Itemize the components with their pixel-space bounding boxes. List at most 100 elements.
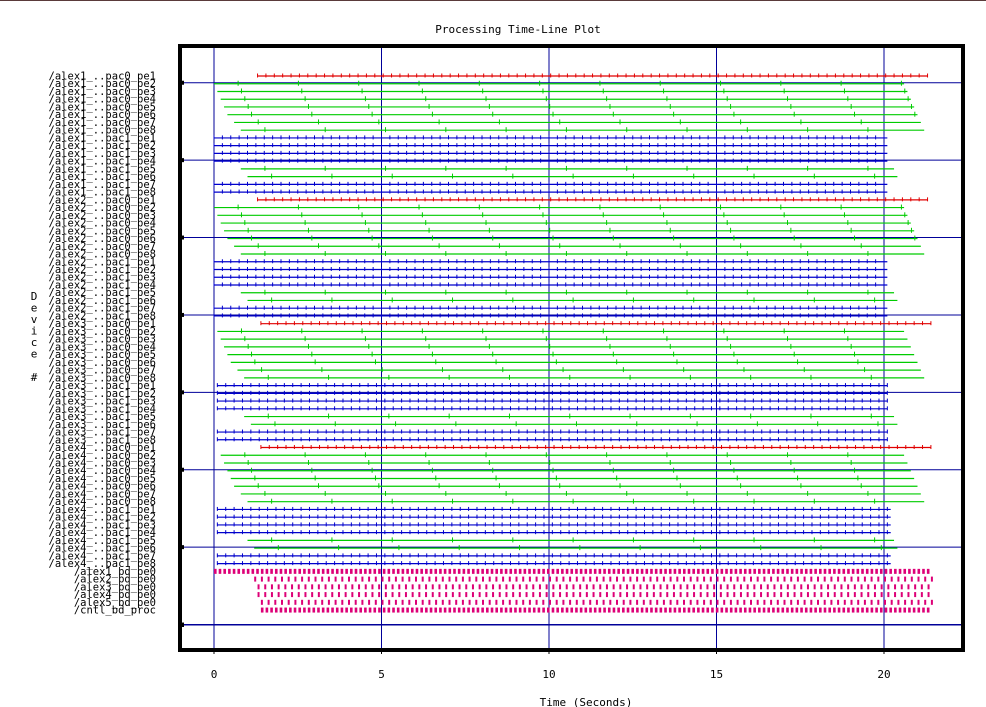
segment-mark [382, 568, 386, 574]
device-label: /alex2_bd_pe0 [74, 574, 156, 586]
series-row [213, 259, 888, 264]
segment-mark [850, 576, 853, 582]
segment-mark [762, 568, 766, 574]
segment-mark [734, 607, 738, 613]
device-label: /alex4_bd_pe0 [74, 589, 156, 601]
segment-mark [701, 607, 705, 613]
segment-mark [750, 576, 752, 582]
device-label: /alex4_..pac1_pe4 [49, 527, 156, 539]
series-row [217, 88, 908, 94]
segment-mark [800, 592, 803, 598]
segment-mark [900, 592, 903, 598]
segment-mark [619, 592, 622, 598]
segment-mark [870, 607, 874, 613]
segment-mark [860, 592, 863, 598]
segment-mark [435, 576, 438, 582]
segment-mark [900, 584, 903, 590]
segment-mark [498, 592, 501, 598]
device-label: /alex4_..pac0_pe5 [49, 473, 156, 485]
segment-mark [277, 592, 280, 598]
series-row [240, 251, 925, 257]
segment-mark [790, 576, 793, 582]
segment-mark [265, 607, 269, 613]
segment-mark [265, 568, 269, 574]
segment-mark [345, 607, 348, 613]
segment-mark [593, 607, 597, 613]
segment-mark [912, 607, 916, 613]
segment-mark [736, 576, 739, 582]
segment-mark [584, 568, 588, 574]
segment-mark [786, 584, 789, 590]
segment-mark [729, 599, 732, 605]
segment-mark [467, 568, 470, 574]
segment-mark [904, 599, 907, 605]
device-label: /alex3_..pac1_pe8 [49, 434, 156, 446]
segment-mark [378, 584, 381, 590]
segment-mark [518, 592, 521, 598]
segment-mark [361, 576, 364, 582]
segment-mark [384, 584, 387, 590]
segment-mark [692, 607, 695, 613]
segment-mark [599, 592, 602, 598]
x-axis-ticks: 0 5 10 15 20 [211, 650, 891, 681]
segment-mark [570, 568, 574, 574]
segment-mark [733, 584, 736, 590]
segment-mark [894, 568, 897, 574]
segment-mark [461, 599, 464, 605]
segment-mark [549, 599, 551, 605]
device-label: /alex3_..pac1_pe7 [49, 427, 156, 439]
segment-mark [917, 607, 921, 613]
device-label: /alex3_..pac0_pe5 [49, 349, 156, 361]
segment-mark [441, 576, 444, 582]
segment-mark [697, 607, 700, 613]
segment-mark [920, 592, 923, 598]
segment-mark [804, 568, 808, 574]
segment-mark [605, 584, 608, 590]
segment-mark [725, 607, 728, 613]
segment-mark [232, 568, 236, 574]
segment-mark [843, 576, 846, 582]
segment-mark [378, 568, 381, 574]
segment-mark [772, 607, 775, 613]
series-row [213, 267, 888, 271]
segment-mark [679, 584, 682, 590]
segment-mark [545, 592, 548, 598]
segment-mark [425, 607, 428, 613]
series-row [240, 127, 925, 133]
segment-mark [462, 607, 466, 613]
segment-mark [776, 576, 779, 582]
segment-mark [348, 599, 350, 605]
device-label: /alex1_..pac0_pe4 [49, 94, 156, 106]
segment-mark [879, 607, 883, 613]
segment-mark [894, 607, 897, 613]
segment-mark [331, 584, 334, 590]
segment-mark [418, 584, 421, 590]
series-row [247, 173, 898, 179]
segment-mark [652, 592, 655, 598]
segment-mark [711, 568, 714, 574]
segment-mark [713, 584, 716, 590]
segment-mark [659, 568, 663, 574]
segment-mark [406, 568, 409, 574]
segment-mark [703, 599, 706, 605]
segment-mark [853, 584, 856, 590]
segment-mark [381, 599, 384, 605]
segment-mark [636, 599, 639, 605]
segment-mark [917, 568, 921, 574]
segment-mark [726, 584, 729, 590]
segment-mark [809, 607, 813, 613]
segment-mark [391, 584, 394, 590]
device-label: /alex2_..pac1_pe4 [49, 279, 156, 291]
segment-mark [884, 568, 888, 574]
segment-mark [673, 568, 677, 574]
segment-mark [368, 576, 371, 582]
series-row [216, 514, 891, 519]
series-row [240, 289, 895, 295]
segment-mark [293, 568, 297, 574]
segment-mark [649, 599, 652, 605]
device-label: /alex3_..pac0_pe4 [49, 341, 156, 353]
segment-mark [904, 576, 907, 582]
device-label: /alex2_..pac0_pe8 [49, 249, 156, 261]
segment-mark [912, 568, 916, 574]
segment-mark [622, 568, 625, 574]
